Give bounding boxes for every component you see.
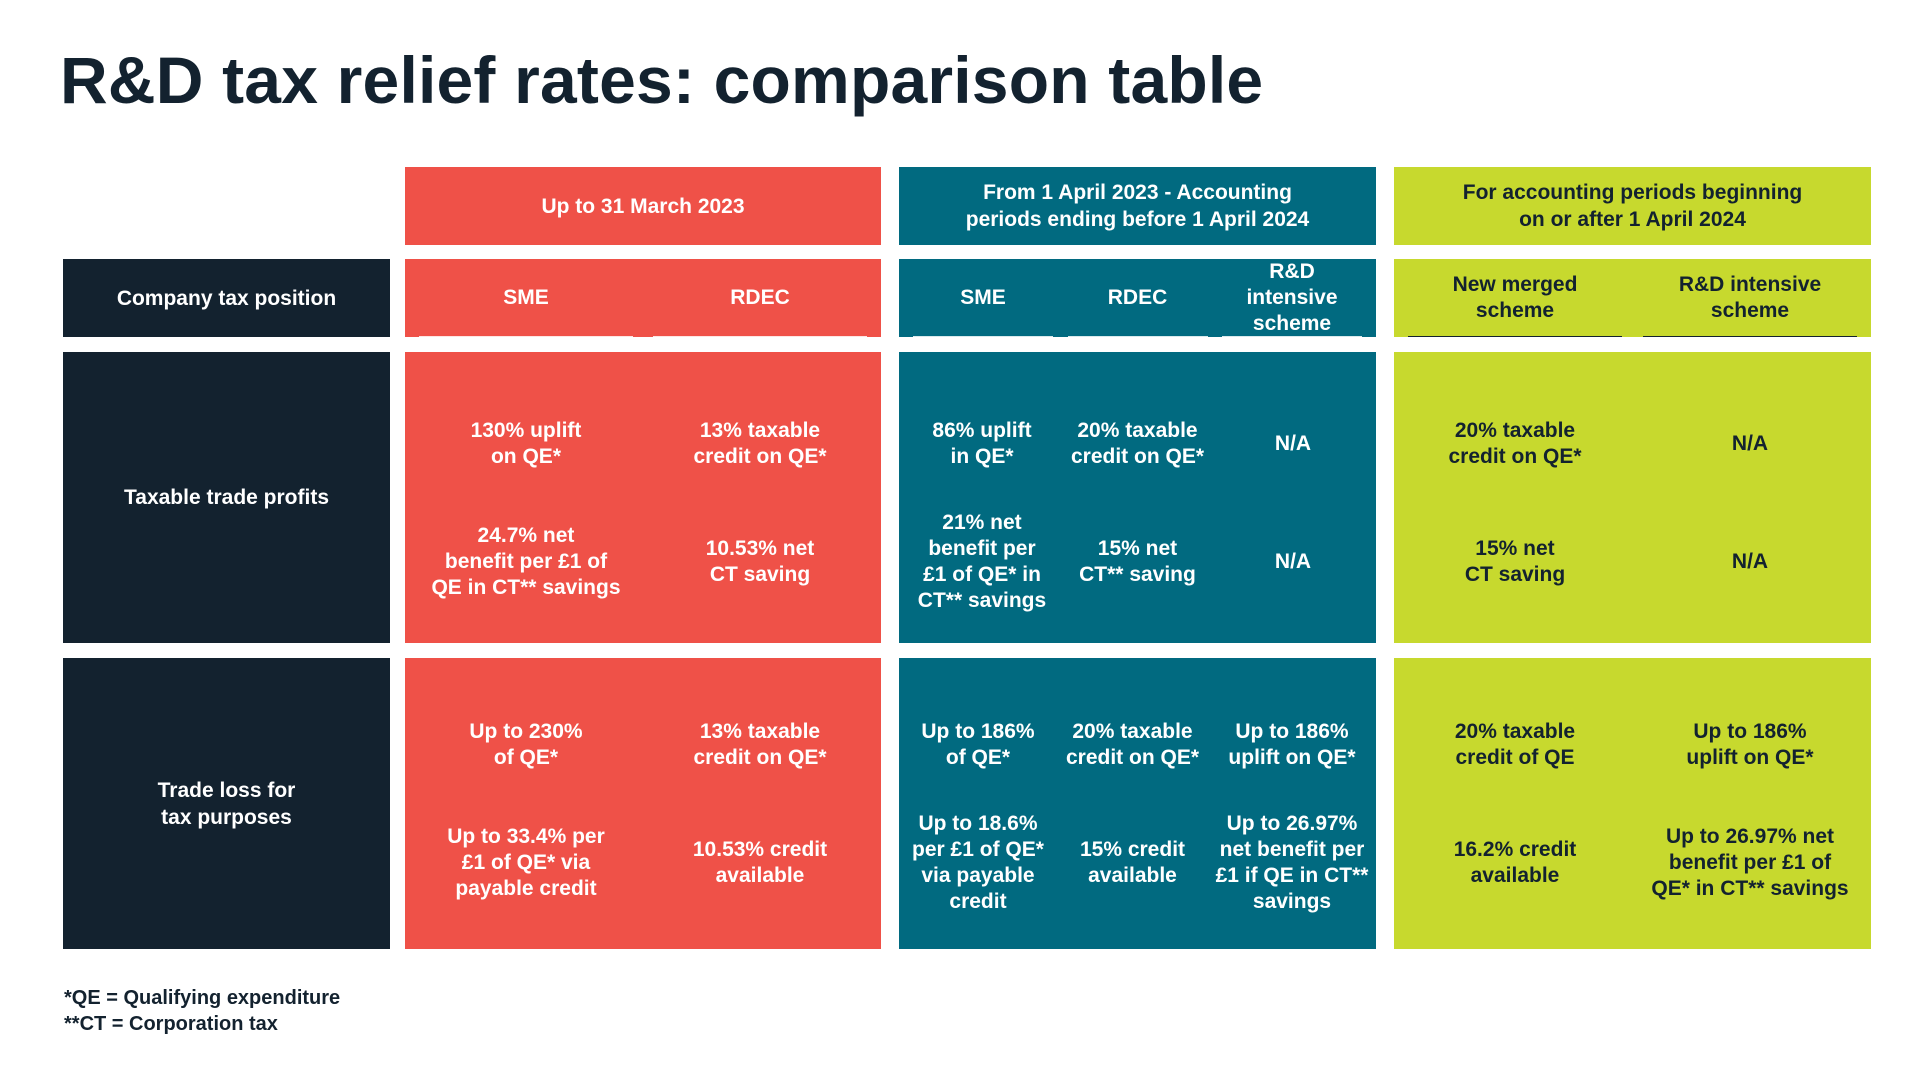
profits-block-2023: 130% uplift on QE* 24.7% net benefit per… — [405, 352, 881, 643]
cell-rdec-loss-benefit: 15% credit available — [1079, 837, 1186, 887]
profits-block-2024: 20% taxable credit on QE* 15% net CT sav… — [1394, 352, 1871, 643]
period-header-2024: For accounting periods beginning on or a… — [1394, 167, 1871, 245]
period-header-2023-2024: From 1 April 2023 - Accounting periods e… — [899, 167, 1376, 245]
cell-intensive-loss-rate: Up to 186% uplift on QE* — [1686, 719, 1814, 769]
cell-sme-loss-benefit: Up to 18.6% per £1 of QE* via payable cr… — [912, 811, 1044, 913]
cell-sme-profits-benefit: 21% net benefit per £1 of QE* in CT** sa… — [917, 510, 1047, 612]
row-label-text: Company tax position — [116, 286, 337, 310]
cell-sme-profits-rate: 130% uplift on QE* — [470, 418, 582, 468]
column-header-rdec: RDEC — [653, 259, 867, 337]
cell-intensive-profits-benefit: N/A — [1274, 549, 1312, 573]
period-header-label: For accounting periods beginning on or a… — [1462, 181, 1803, 231]
cell-merged-profits-rate: 20% taxable credit on QE* — [1448, 418, 1582, 468]
row-label-text: Trade loss for tax purposes — [157, 778, 296, 829]
column-header-rdec: RDEC — [1067, 259, 1208, 337]
cell-intensive-loss-benefit: Up to 26.97% net benefit per £1 if QE in… — [1215, 811, 1369, 913]
cell-sme-profits-benefit: 24.7% net benefit per £1 of QE in CT** s… — [431, 523, 621, 599]
cell-rdec-loss-rate: 13% taxable credit on QE* — [693, 719, 827, 769]
footnote-ct: **CT = Corporation tax — [64, 1013, 278, 1035]
column-header-sme: SME — [913, 259, 1053, 337]
period-header-2023: Up to 31 March 2023 — [405, 167, 881, 245]
cell-rdec-loss-benefit: 10.53% credit available — [692, 837, 828, 887]
cell-rdec-profits-rate: 20% taxable credit on QE* — [1070, 418, 1205, 468]
cell-sme-loss-rate: Up to 230% of QE* — [469, 719, 583, 769]
column-header-rd-intensive: R&D intensive scheme — [1643, 259, 1857, 337]
loss-block-2024: 20% taxable credit of QE 16.2% credit av… — [1394, 658, 1871, 949]
loss-block-2023: Up to 230% of QE* Up to 33.4% per £1 of … — [405, 658, 881, 949]
cell-sme-profits-rate: 86% uplift in QE* — [932, 418, 1032, 468]
period-header-label: From 1 April 2023 - Accounting periods e… — [965, 181, 1310, 231]
cell-intensive-profits-rate: N/A — [1274, 431, 1312, 455]
row-label-company-tax-position: Company tax position — [63, 259, 390, 337]
cell-merged-profits-benefit: 15% net CT saving — [1464, 536, 1566, 586]
row-label-taxable-trade-profits: Taxable trade profits — [63, 352, 390, 643]
cell-intensive-loss-benefit: Up to 26.97% net benefit per £1 of QE* i… — [1651, 824, 1849, 900]
column-header-merged-scheme: New merged scheme — [1408, 259, 1622, 337]
row-label-trade-loss: Trade loss for tax purposes — [63, 658, 390, 949]
cell-rdec-profits-benefit: 10.53% net CT saving — [705, 536, 815, 586]
footnote-qe: *QE = Qualifying expenditure — [64, 987, 341, 1009]
cell-intensive-profits-benefit: N/A — [1731, 549, 1769, 573]
cell-intensive-profits-rate: N/A — [1731, 431, 1769, 455]
row-label-text: Taxable trade profits — [124, 486, 329, 509]
cell-rdec-profits-benefit: 15% net CT** saving — [1079, 536, 1196, 586]
subheader-block-2023-2024: SME RDEC R&D intensive scheme — [899, 259, 1376, 337]
subheader-block-2024: New merged scheme R&D intensive scheme — [1394, 259, 1871, 337]
profits-block-2023-2024: 86% uplift in QE* 21% net benefit per £1… — [899, 352, 1376, 643]
cell-sme-loss-benefit: Up to 33.4% per £1 of QE* via payable cr… — [447, 824, 605, 900]
cell-merged-loss-rate: 20% taxable credit of QE — [1454, 719, 1576, 769]
cell-merged-loss-benefit: 16.2% credit available — [1453, 837, 1577, 887]
column-header-sme: SME — [419, 259, 633, 337]
loss-block-2023-2024: Up to 186% of QE* Up to 18.6% per £1 of … — [899, 658, 1376, 949]
column-header-rd-intensive: R&D intensive scheme — [1222, 259, 1362, 337]
subheader-block-2023: SME RDEC — [405, 259, 881, 337]
cell-rdec-loss-rate: 20% taxable credit on QE* — [1065, 719, 1200, 769]
period-header-label: Up to 31 March 2023 — [541, 194, 745, 218]
cell-sme-loss-rate: Up to 186% of QE* — [921, 719, 1035, 769]
cell-rdec-profits-rate: 13% taxable credit on QE* — [693, 418, 827, 468]
page-title: R&D tax relief rates: comparison table — [60, 43, 1264, 117]
cell-intensive-loss-rate: Up to 186% uplift on QE* — [1228, 719, 1356, 769]
